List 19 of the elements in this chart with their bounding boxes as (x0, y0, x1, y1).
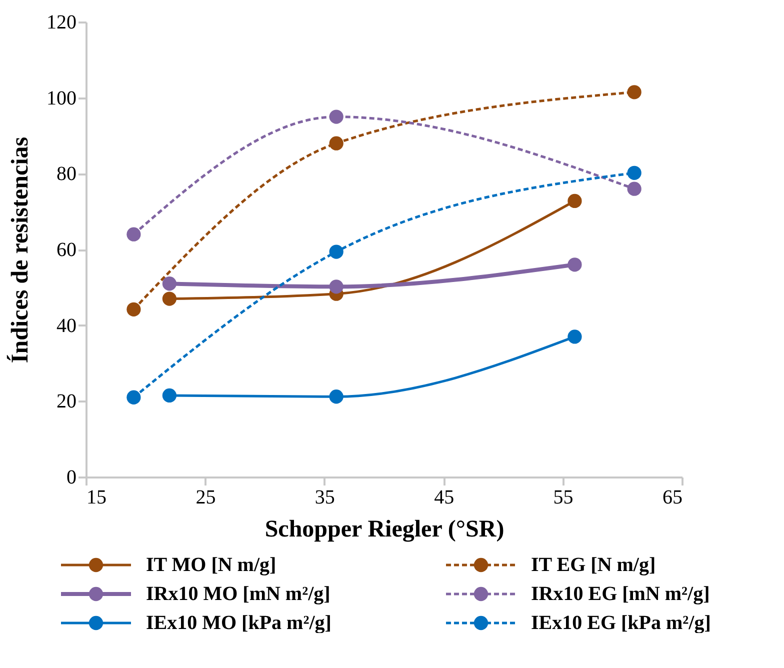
x-tick-label: 15 (86, 486, 106, 508)
y-tick-label: 0 (66, 466, 76, 488)
y-tick-label: 20 (56, 390, 76, 413)
legend-label: IRx10 EG [mN m²/g] (531, 583, 710, 605)
x-tick-label: 35 (314, 486, 335, 508)
y-tick-label: 100 (46, 87, 76, 110)
x-tick-label: 55 (553, 486, 574, 508)
y-tick-label: 120 (46, 12, 76, 34)
y-tick-label: 80 (56, 163, 76, 186)
legend-label: IT EG [N m/g] (531, 554, 656, 576)
y-tick-label: 40 (56, 314, 76, 337)
legend-label: IRx10 MO [mN m²/g] (146, 583, 330, 605)
x-tick-label: 45 (434, 486, 454, 508)
y-tick-label: 60 (56, 239, 76, 261)
y-axis-title: Índices de resistencias (6, 136, 34, 364)
x-tick-label: 25 (196, 486, 216, 508)
legend-label: IT MO [N m/g] (146, 554, 276, 576)
x-axis-title: Schopper Riegler (°SR) (264, 516, 504, 542)
x-tick-label: 65 (662, 486, 682, 508)
